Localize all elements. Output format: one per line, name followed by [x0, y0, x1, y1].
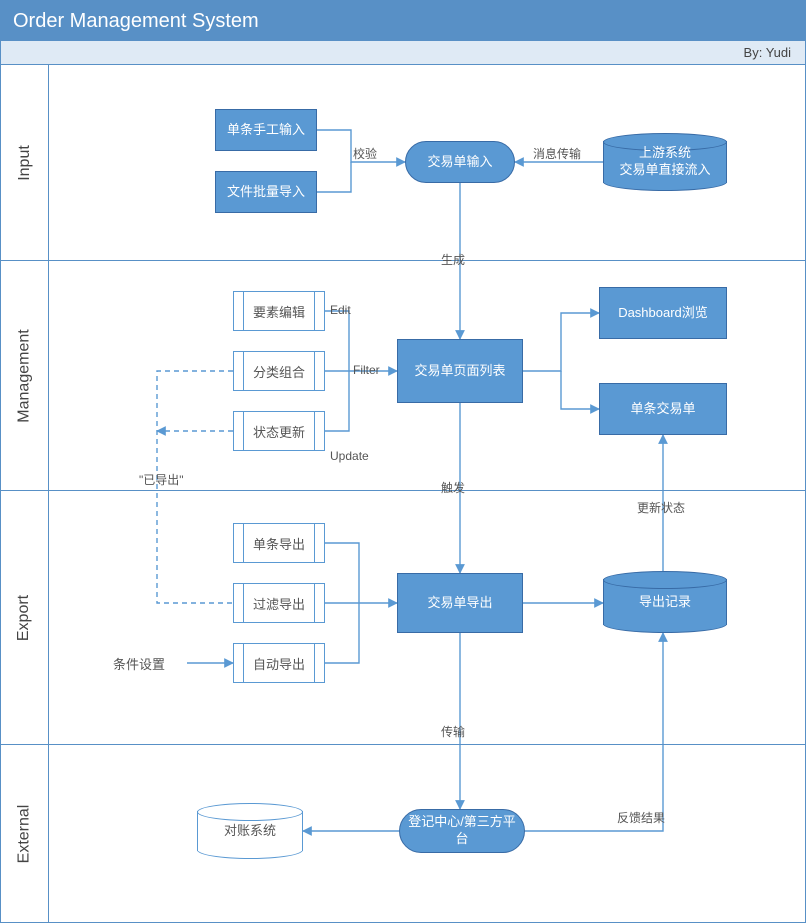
node-manual_input: 单条手工输入	[215, 109, 317, 151]
edge-label-2: 消息传输	[533, 145, 581, 162]
node-export_record: 导出记录	[603, 571, 727, 633]
byline: By: Yudi	[1, 41, 805, 65]
node-single_trade: 单条交易单	[599, 383, 727, 435]
node-upstream: 上游系统交易单直接流入	[603, 133, 727, 191]
node-cat_group: 分类组合	[237, 351, 321, 391]
lane-label-input: Input	[1, 65, 49, 260]
edge-label-5: Filter	[353, 363, 380, 377]
node-filter_export: 过滤导出	[237, 583, 321, 623]
node-dashboard: Dashboard浏览	[599, 287, 727, 339]
edge-label-3: 生成	[441, 251, 465, 268]
node-register: 登记中心/第三方平台	[399, 809, 525, 853]
node-status_upd: 状态更新	[237, 411, 321, 451]
node-page_list: 交易单页面列表	[397, 339, 523, 403]
node-single_export: 单条导出	[237, 523, 321, 563]
node-auto_export: 自动导出	[237, 643, 321, 683]
edge-label-18: 反馈结果	[617, 809, 665, 826]
node-file_import: 文件批量导入	[215, 171, 317, 213]
edge-label-6: Update	[330, 449, 369, 463]
edge-label-4: Edit	[330, 303, 351, 317]
node-trade_export: 交易单导出	[397, 573, 523, 633]
edge-label-15: 更新状态	[637, 499, 685, 516]
node-recon: 对账系统	[197, 803, 303, 859]
lane-label-external: External	[1, 745, 49, 922]
edge-label-0: 校验	[353, 145, 377, 162]
edge-label-9: 触发	[441, 479, 465, 496]
flowchart-canvas: Order Management System By: Yudi InputMa…	[0, 0, 806, 923]
title-text: Order Management System	[13, 10, 259, 33]
title-bar: Order Management System	[1, 1, 805, 41]
lane-label-export: Export	[1, 491, 49, 744]
edge-label-16: 传输	[441, 723, 465, 740]
node-trade_input: 交易单输入	[405, 141, 515, 183]
edge-label-20: "已导出"	[139, 471, 184, 488]
lane-label-management: Management	[1, 261, 49, 490]
node-cond_set: 条件设置	[97, 649, 181, 677]
node-elem_edit: 要素编辑	[237, 291, 321, 331]
